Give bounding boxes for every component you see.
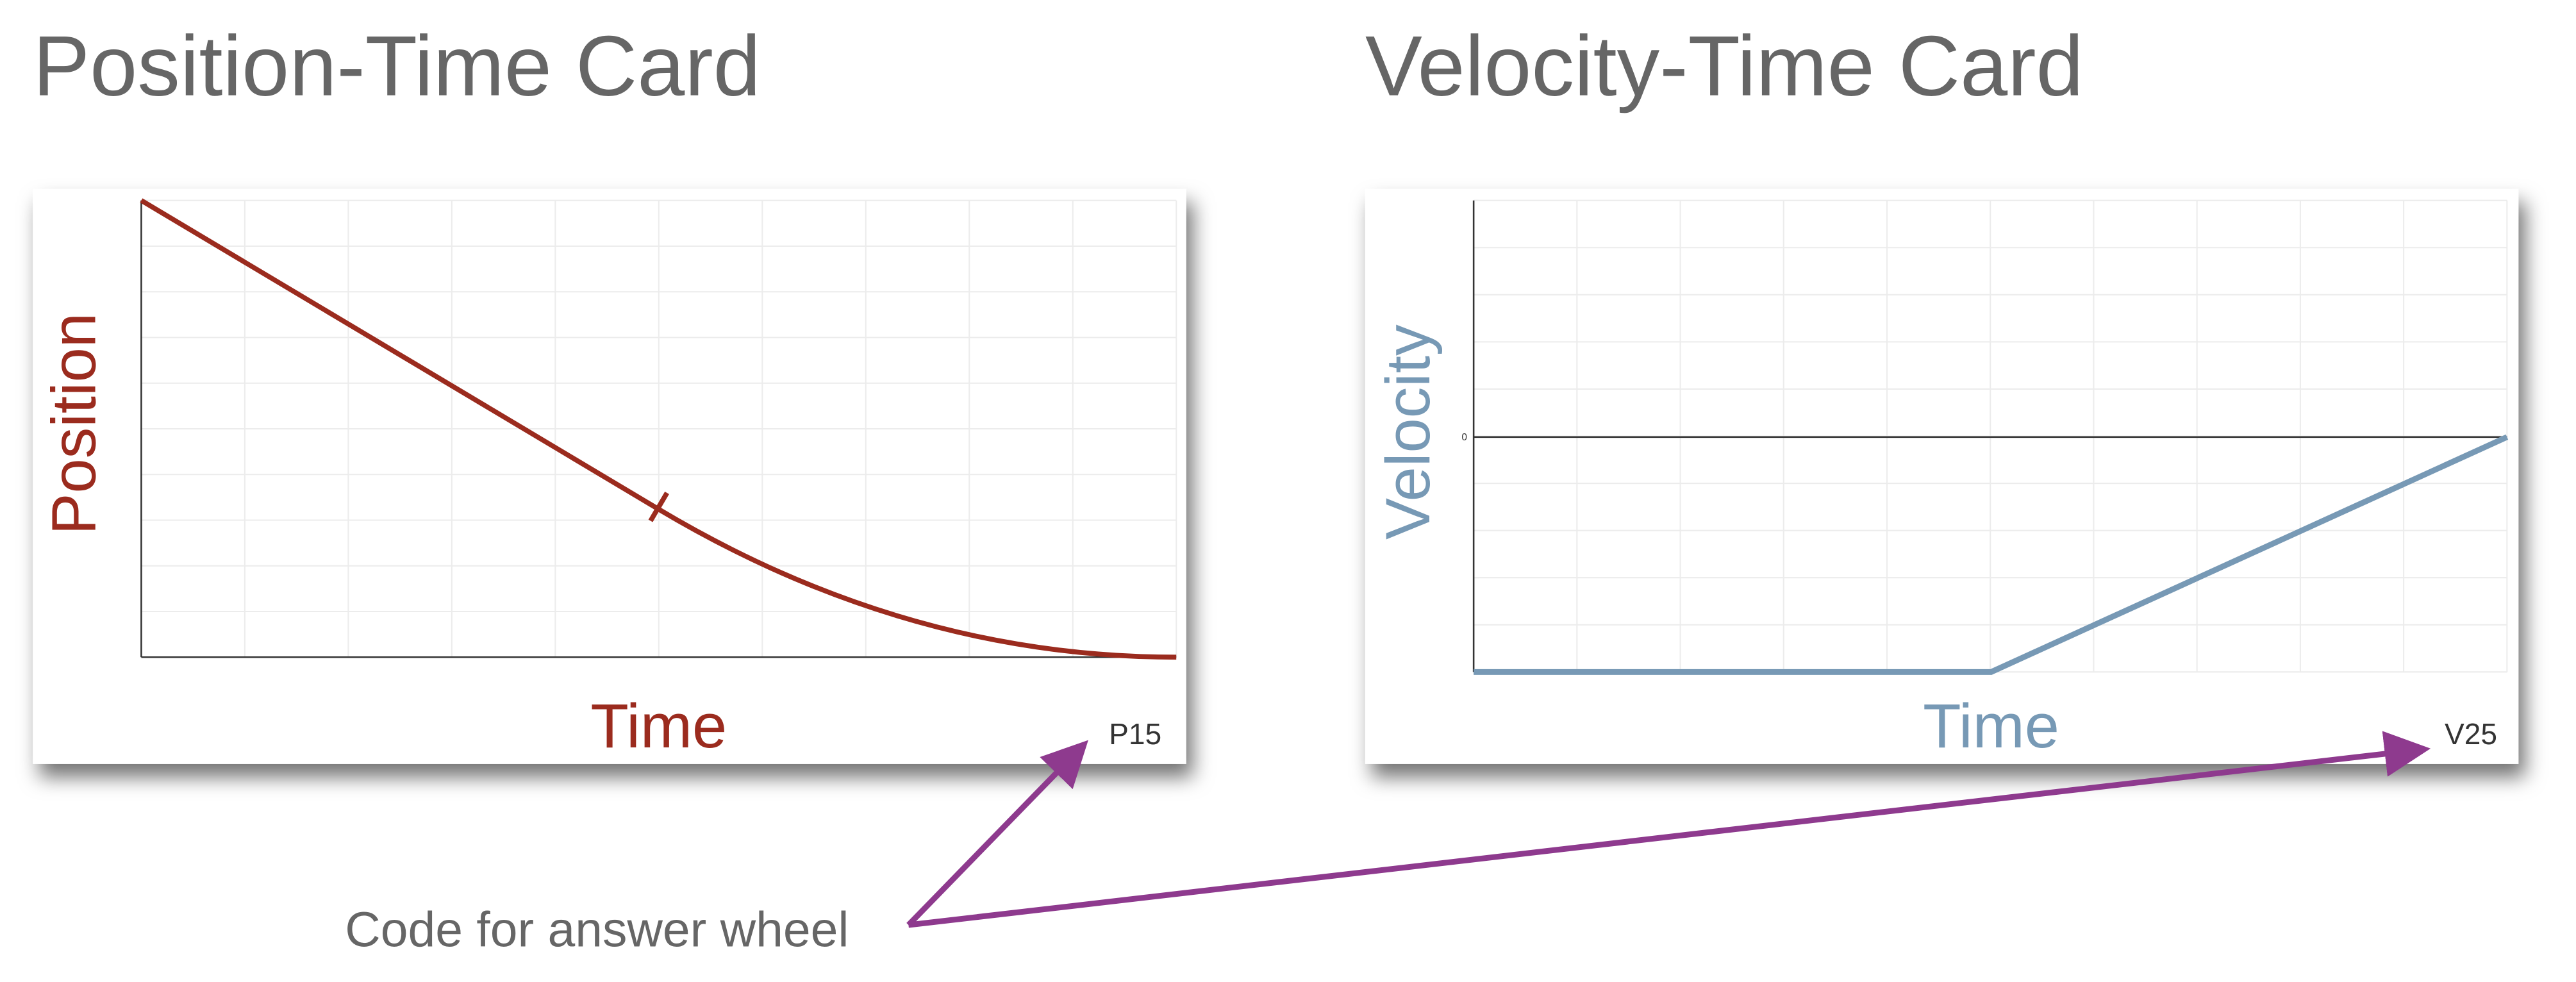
- card-title: Position-Time Card: [33, 19, 761, 114]
- x-label: Time: [1923, 691, 2059, 761]
- arrow: [908, 731, 2431, 928]
- grid: [1473, 199, 2508, 673]
- curve-marker: [648, 491, 669, 522]
- velocity-card: 0 Velocity Time V25: [1365, 188, 2519, 764]
- card-title: Velocity-Time Card: [1365, 19, 2084, 114]
- card: [1365, 188, 2519, 764]
- grid: [140, 199, 1177, 658]
- card-code: P15: [1109, 717, 1161, 751]
- position-curve: [140, 198, 1177, 660]
- annotation: Code for answer wheel: [345, 902, 849, 957]
- y-label: Position: [39, 313, 109, 535]
- card-code: V25: [2445, 717, 2497, 751]
- zero-label: 0: [1461, 432, 1467, 443]
- position-card: Position Time P15: [33, 188, 1186, 764]
- y-label: Velocity: [1373, 324, 1443, 540]
- card: [33, 188, 1186, 764]
- velocity-curve: [1474, 434, 2509, 675]
- x-label: Time: [590, 691, 727, 761]
- arrow: [906, 740, 1088, 928]
